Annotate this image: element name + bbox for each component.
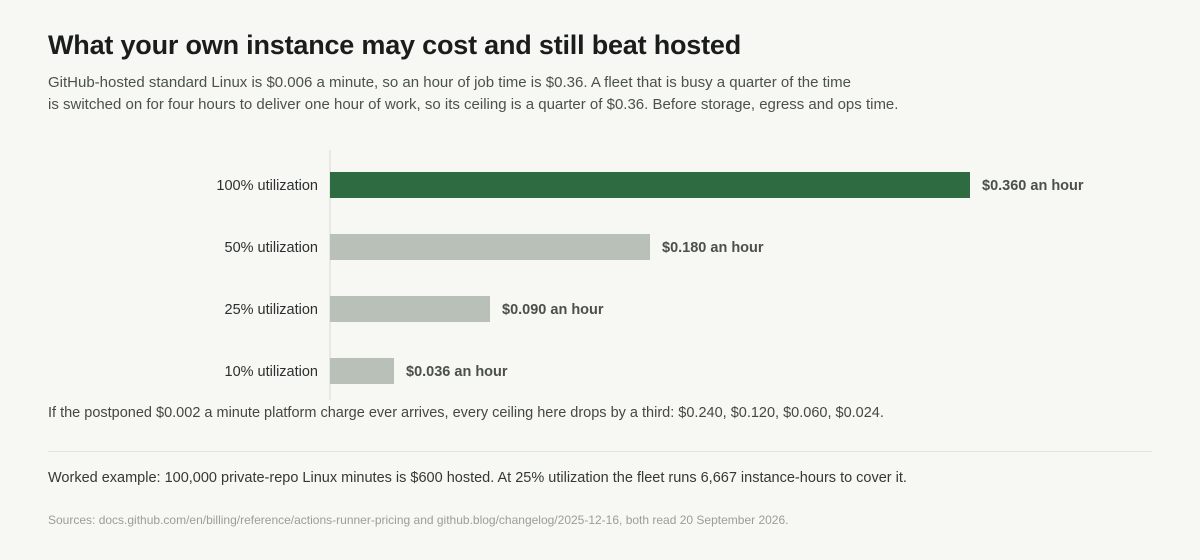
chart-title: What your own instance may cost and stil… <box>48 30 742 60</box>
bar <box>330 296 490 322</box>
value-label: $0.090 an hour <box>502 302 604 318</box>
divider <box>48 451 1152 452</box>
utilization-bar-chart: 100% utilization $0.360 an hour 50% utiliz… <box>216 150 1084 400</box>
category-label: 100% utilization <box>216 178 318 194</box>
worked-example: Worked example: 100,000 private-repo Lin… <box>48 470 907 486</box>
subtitle-line: is switched on for four hours to deliver… <box>48 96 899 113</box>
bar <box>330 172 970 198</box>
value-label: $0.036 an hour <box>406 364 508 380</box>
sources-note: Sources: docs.github.com/en/billing/refe… <box>48 513 789 527</box>
bar <box>330 358 394 384</box>
value-label: $0.180 an hour <box>662 240 764 256</box>
subtitle-line: GitHub-hosted standard Linux is $0.006 a… <box>48 74 851 91</box>
value-label: $0.360 an hour <box>982 178 1084 194</box>
bar <box>330 234 650 260</box>
chart-subtitle: GitHub-hosted standard Linux is $0.006 a… <box>48 72 988 116</box>
category-label: 50% utilization <box>225 240 319 256</box>
category-label: 10% utilization <box>225 364 319 380</box>
footnote: If the postponed $0.002 a minute platfor… <box>48 405 884 421</box>
category-label: 25% utilization <box>225 302 319 318</box>
